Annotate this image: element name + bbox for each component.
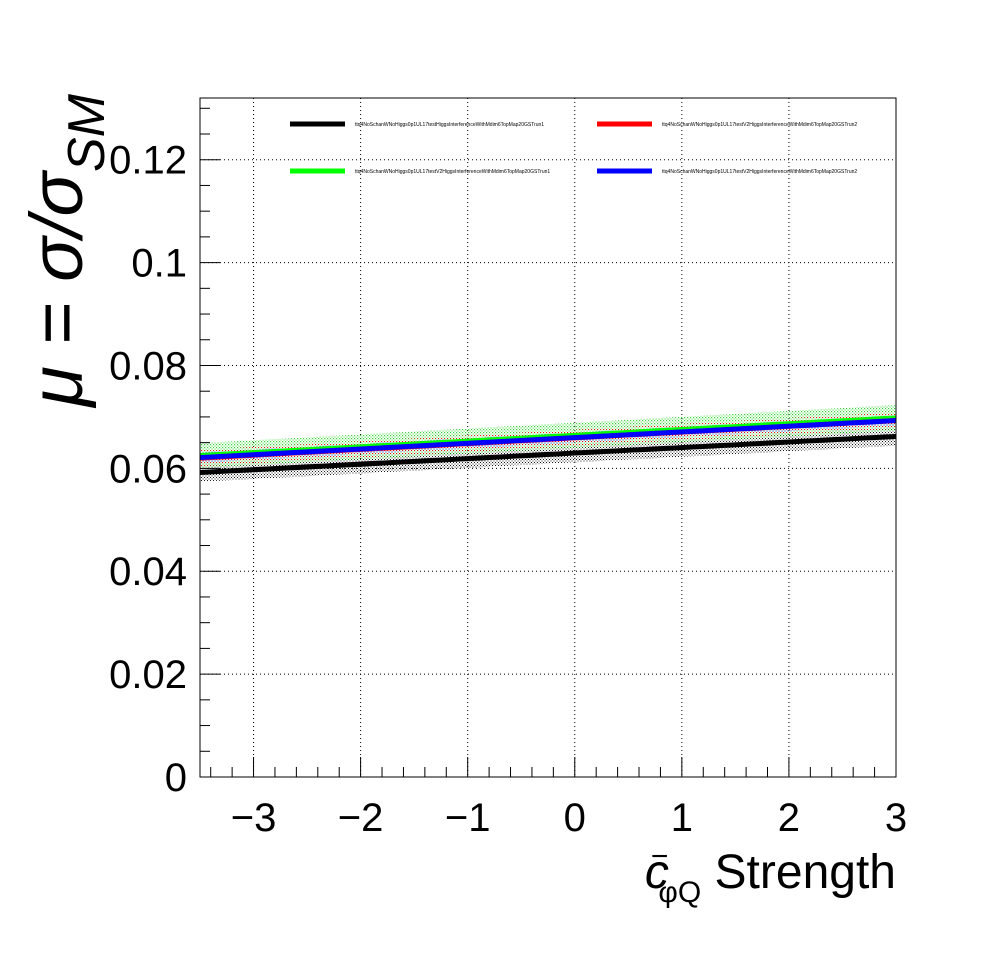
legend-label: ttq4NoSchanWNoHiggs0p1UL17testV2HiggsInt… bbox=[662, 122, 857, 128]
legend-label: ttq4NoSchanWNoHiggs0p1UL17testV2HiggsInt… bbox=[355, 169, 550, 175]
plot-frame bbox=[199, 97, 897, 778]
y-tick-labels: 0 0.02 0.04 0.06 0.08 0.1 0.12 bbox=[109, 139, 187, 800]
x-axis-title-subscript: φQ bbox=[658, 876, 701, 909]
y-axis-title: μ = σ/σSM bbox=[15, 93, 116, 408]
x-axis-title-main: c bbox=[645, 846, 669, 899]
series-lines bbox=[199, 415, 897, 475]
y-tick-label: 0.06 bbox=[109, 447, 187, 491]
y-tick-label: 0.1 bbox=[131, 242, 187, 286]
y-tick-label: 0.04 bbox=[109, 550, 187, 594]
legend-label: ttq4NoSchanWNoHiggs0p1UL17testHiggsInter… bbox=[355, 122, 544, 128]
y-tick-label: 0.08 bbox=[109, 344, 187, 388]
x-tick-labels: −3 −2 −1 0 1 2 3 bbox=[231, 796, 907, 840]
x-axis-title-suffix: Strength bbox=[701, 846, 896, 899]
y-tick-label: 0 bbox=[165, 756, 187, 800]
series-line-3 bbox=[199, 418, 897, 461]
x-axis-title: c− φQ Strength bbox=[645, 840, 896, 909]
x-tick-label: 1 bbox=[671, 796, 693, 840]
y-axis-title-subscript: SM bbox=[58, 93, 116, 172]
axis-ticks bbox=[200, 107, 897, 778]
x-tick-label: −3 bbox=[231, 796, 277, 840]
x-tick-label: −1 bbox=[445, 796, 491, 840]
x-tick-label: 2 bbox=[778, 796, 800, 840]
legend: ttq4NoSchanWNoHiggs0p1UL17testHiggsInter… bbox=[290, 121, 857, 175]
x-tick-label: −2 bbox=[338, 796, 384, 840]
x-tick-label: 3 bbox=[885, 796, 907, 840]
y-tick-label: 0.12 bbox=[109, 139, 187, 183]
x-axis-title-superscript: − bbox=[651, 840, 669, 873]
x-tick-label: 0 bbox=[564, 796, 586, 840]
series-line-0 bbox=[199, 433, 897, 475]
legend-label: ttq4NoSchanWNoHiggs0p1UL17testV2HiggsInt… bbox=[662, 169, 857, 175]
y-axis-title-prefix: μ = σ/σ bbox=[15, 170, 98, 409]
y-tick-label: 0.02 bbox=[109, 653, 187, 697]
